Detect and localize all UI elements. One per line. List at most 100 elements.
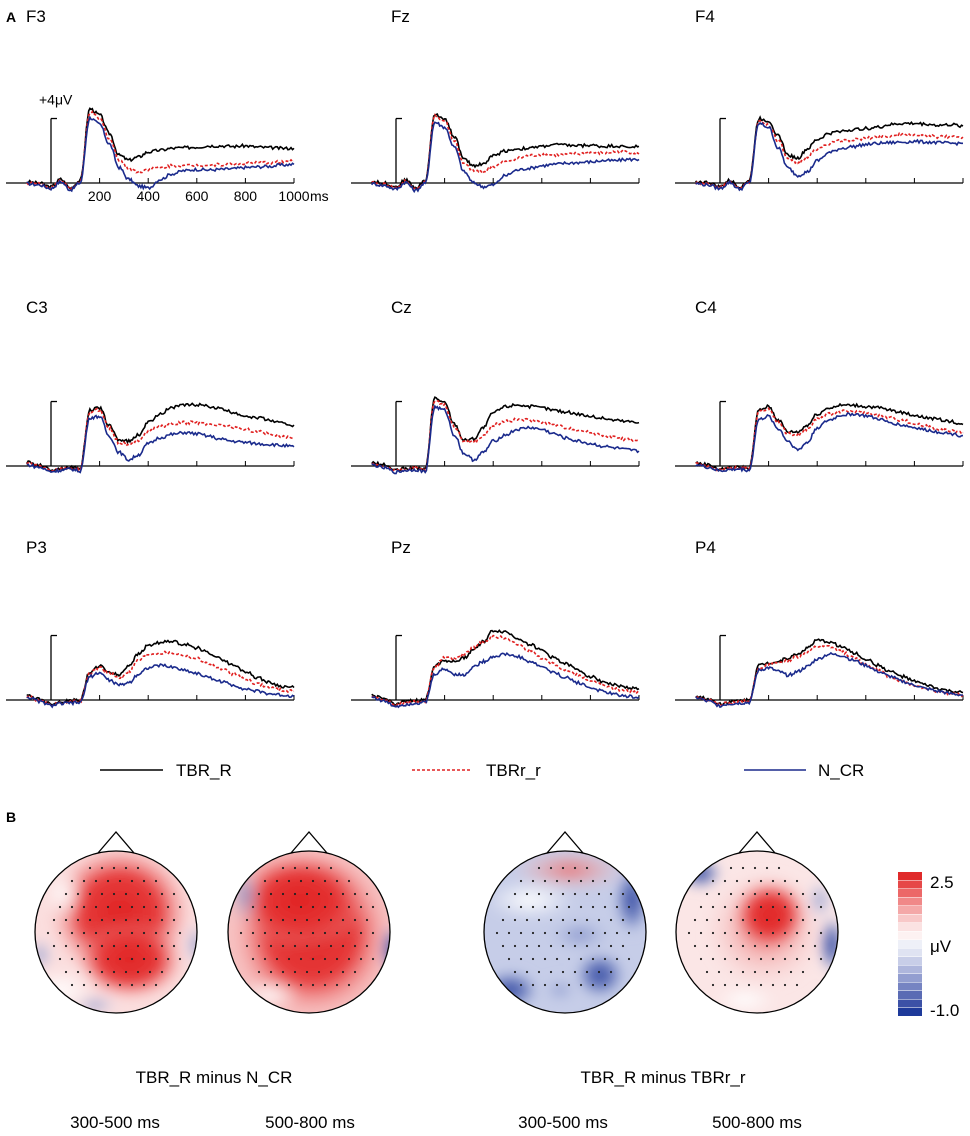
electrode-dot: [807, 905, 811, 909]
electrode-dot: [335, 931, 339, 935]
electrode-dot: [154, 983, 158, 987]
electrode-dot: [705, 970, 709, 974]
electrode-dot: [561, 866, 565, 870]
electrode-dot: [531, 931, 535, 935]
electrode-dot: [82, 983, 86, 987]
electrode-dot: [735, 879, 739, 883]
electrode-dot: [555, 957, 559, 961]
electrode-dot: [106, 931, 110, 935]
electrode-dot: [94, 879, 98, 883]
electrode-dot: [299, 931, 303, 935]
electrode-dot: [699, 931, 703, 935]
electrode-dot: [299, 983, 303, 987]
electrode-dot: [753, 918, 757, 922]
erp-waveform-grid: F3 +4μV 200 400 600 800 1000 ms Fz F4 C3 Cz C4 P3 Pz P4: [6, 7, 964, 709]
electrode-dot: [299, 905, 303, 909]
series-line-tbrr-r: [26, 407, 295, 473]
electrode-dot: [257, 970, 261, 974]
electrode-dot: [723, 879, 727, 883]
series-line-n-cr: [26, 414, 295, 474]
electrode-dot: [567, 931, 571, 935]
electrode-dot: [513, 892, 517, 896]
electrode-dot: [771, 905, 775, 909]
electrode-dot: [329, 892, 333, 896]
electrode-dot: [82, 879, 86, 883]
electrode-dot: [136, 892, 140, 896]
electrode-dot: [741, 918, 745, 922]
series-line-tbr-r: [26, 639, 295, 707]
electrode-dot: [275, 957, 279, 961]
x-tick-label: 600: [185, 188, 209, 204]
electrode-dot: [281, 918, 285, 922]
head-outline: [675, 850, 839, 1014]
electrode-dot: [130, 957, 134, 961]
electrode-dot: [269, 892, 273, 896]
erp-panel-p3: P3: [6, 538, 295, 709]
electrode-dot: [585, 918, 589, 922]
electrode-dot: [148, 944, 152, 948]
electrode-dot: [305, 944, 309, 948]
electrode-dot: [88, 892, 92, 896]
electrode-dot: [627, 905, 631, 909]
electrode-dot: [359, 957, 363, 961]
electrode-dot: [64, 970, 68, 974]
electrode-dot: [287, 983, 291, 987]
electrode-dot: [82, 931, 86, 935]
electrode-dot: [561, 944, 565, 948]
electrode-dot: [353, 892, 357, 896]
topomap-tbr-r-minus-n-cr-300-500: [34, 831, 198, 1014]
series-line-n-cr: [695, 412, 964, 473]
electrode-dot: [621, 918, 625, 922]
electrode-dot: [118, 957, 122, 961]
electrode-dot: [807, 957, 811, 961]
series-line-tbr-r: [26, 107, 295, 190]
erp-panel-fz: Fz: [351, 7, 640, 194]
series-line-n-cr: [371, 121, 640, 194]
electrode-dot: [359, 931, 363, 935]
electrode-dot: [735, 905, 739, 909]
electrode-dot: [64, 918, 68, 922]
electrode-dot: [52, 918, 56, 922]
electrode-dot: [585, 892, 589, 896]
scale-bar-label: +4μV: [39, 92, 73, 108]
electrode-dot: [100, 892, 104, 896]
series-line-n-cr: [371, 404, 640, 475]
electrode-dot: [759, 957, 763, 961]
series-line-tbr-r: [371, 113, 640, 190]
electrode-dot: [287, 905, 291, 909]
electrode-dots: [46, 866, 823, 987]
electrode-dot: [281, 970, 285, 974]
electrode-dot: [597, 892, 601, 896]
electrode-dot: [160, 918, 164, 922]
electrode-dot: [64, 944, 68, 948]
electrode-dot: [100, 944, 104, 948]
electrode-dot: [245, 944, 249, 948]
series-line-tbrr-r: [695, 119, 964, 191]
electrode-dot: [597, 944, 601, 948]
electrode-dot: [819, 957, 823, 961]
electrode-dot: [705, 918, 709, 922]
electrode-dot: [148, 970, 152, 974]
electrode-dot: [783, 931, 787, 935]
head-outline: [34, 850, 198, 1014]
colorbar-step: [898, 940, 922, 948]
legend-label-tbr-r: TBR_R: [176, 761, 232, 780]
electrode-dot: [531, 957, 535, 961]
electrode-dot: [537, 892, 541, 896]
panel-a-letter: A: [6, 9, 16, 25]
electrode-dot: [597, 970, 601, 974]
electrode-dot: [759, 983, 763, 987]
electrode-dot: [106, 983, 110, 987]
electrode-dot: [783, 983, 787, 987]
electrode-dot: [543, 983, 547, 987]
electrode-dot: [711, 957, 715, 961]
electrode-dot: [76, 944, 80, 948]
electrode-dot: [76, 918, 80, 922]
electrode-dot: [717, 918, 721, 922]
electrode-dot: [269, 944, 273, 948]
electrode-dot: [118, 905, 122, 909]
electrode-dot: [495, 931, 499, 935]
electrode-dot: [118, 983, 122, 987]
electrode-dot: [567, 983, 571, 987]
electrode-dot: [178, 931, 182, 935]
